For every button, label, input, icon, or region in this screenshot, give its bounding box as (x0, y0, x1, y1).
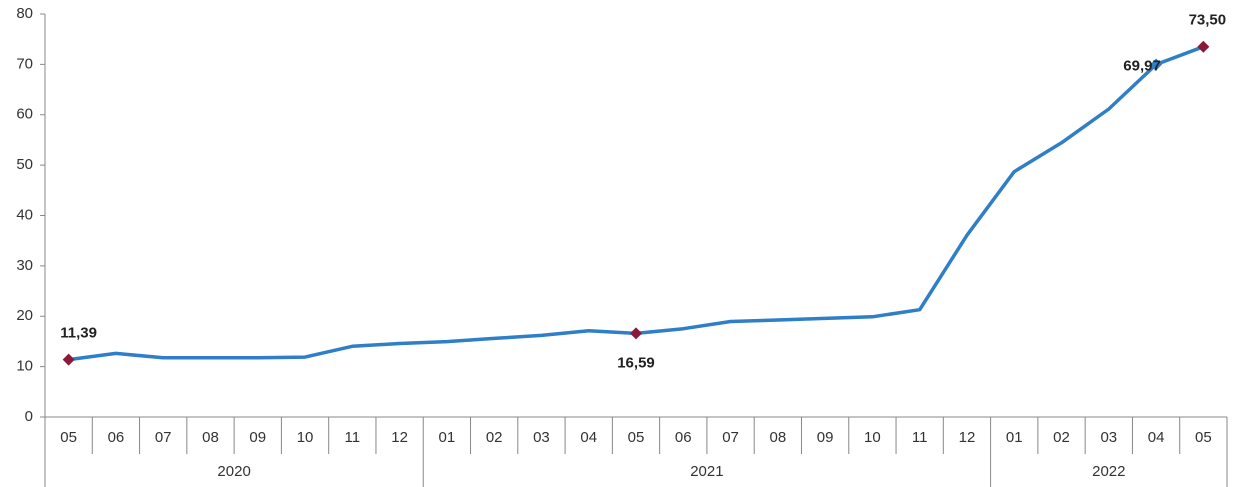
x-month-label: 09 (249, 429, 266, 446)
x-month-label: 04 (1148, 429, 1165, 446)
x-month-label: 05 (60, 429, 77, 446)
x-month-label: 11 (912, 429, 928, 446)
x-axis-ticks: 05 06 07 08 09 10 11 12 01 02 03 04 05 06 07 08 09 10 11 12… (44, 417, 1228, 487)
data-labels: 11,39 16,59 69,97 73,50 (60, 12, 1226, 372)
x-month-label: 02 (1053, 429, 1070, 446)
data-label: 69,97 (1123, 58, 1161, 75)
data-point-marker (1150, 58, 1163, 71)
y-tick-label: 10 (16, 358, 33, 375)
x-month-label: 06 (108, 429, 125, 446)
x-year-label: 2022 (1092, 463, 1125, 480)
x-month-label: 03 (533, 429, 550, 446)
x-month-label: 01 (439, 429, 456, 446)
x-month-label: 05 (1195, 429, 1212, 446)
x-month-label: 08 (769, 429, 786, 446)
y-tick-label: 70 (16, 55, 33, 72)
data-label: 16,59 (617, 354, 655, 371)
y-tick-label: 30 (16, 257, 33, 274)
x-month-label: 04 (580, 429, 597, 446)
x-month-label: 11 (345, 429, 361, 446)
x-month-label: 07 (722, 429, 739, 446)
y-tick-label: 60 (16, 106, 33, 123)
x-year-label: 2020 (217, 463, 250, 480)
data-point-marker (1197, 40, 1210, 53)
data-label: 73,50 (1189, 12, 1227, 29)
y-tick-label: 0 (25, 408, 33, 425)
x-month-label: 09 (817, 429, 834, 446)
series-line (66, 44, 1206, 362)
x-month-label: 12 (959, 429, 976, 446)
x-month-label: 05 (628, 429, 645, 446)
y-tick-label: 20 (16, 307, 33, 324)
y-tick-label: 40 (16, 206, 33, 223)
series-layer (62, 40, 1210, 366)
x-month-label: 03 (1100, 429, 1117, 446)
x-month-label: 01 (1006, 429, 1023, 446)
data-point-marker (630, 327, 642, 340)
x-month-label: 10 (864, 429, 881, 446)
data-label: 11,39 (60, 325, 97, 342)
y-tick-label: 80 (16, 5, 33, 22)
x-month-label: 07 (155, 429, 172, 446)
y-axis-ticks: 0 10 20 30 40 50 60 70 80 (16, 5, 45, 425)
x-month-label: 10 (297, 429, 314, 446)
x-month-label: 12 (391, 429, 408, 446)
x-month-label: 02 (486, 429, 503, 446)
y-tick-label: 50 (16, 156, 33, 173)
x-year-label: 2021 (690, 463, 723, 480)
data-point-marker (62, 353, 75, 366)
x-month-label: 08 (202, 429, 219, 446)
x-month-label: 06 (675, 429, 692, 446)
